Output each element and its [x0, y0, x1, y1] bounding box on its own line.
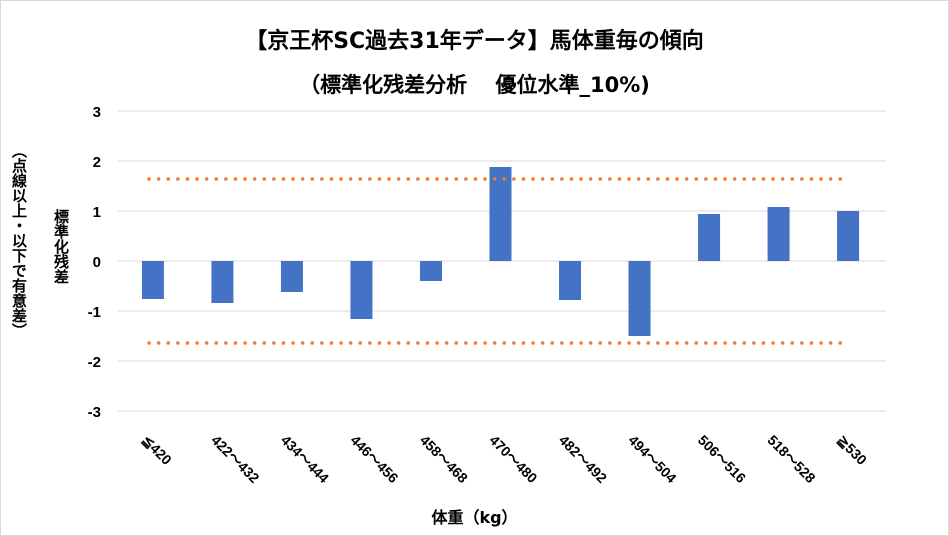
bar: [419, 261, 442, 281]
bar: [489, 167, 512, 261]
bar: [837, 211, 860, 261]
bar: [350, 261, 373, 319]
chart-subtitle: （標準化残差分析 優位水準_10%): [299, 73, 650, 97]
y-tick-label: 3: [93, 104, 101, 121]
y-tick-label: -3: [88, 404, 101, 421]
y-tick-label: -2: [88, 354, 101, 371]
x-tick-label: 422～432: [208, 432, 262, 486]
x-tick-label: ≧530: [834, 432, 870, 468]
x-tick-label: 470～480: [486, 432, 540, 486]
bar: [698, 214, 721, 261]
y-tick-label: 2: [93, 154, 101, 171]
y-axis-subtitle: （点線以上・以下で有意差）: [10, 143, 28, 338]
x-tick-label: 494～504: [625, 432, 679, 486]
x-tick-label: 446～456: [347, 432, 401, 486]
bar: [767, 207, 790, 261]
bar: [280, 261, 303, 292]
bar: [628, 261, 651, 336]
x-tick-label: 434～444: [278, 432, 332, 486]
x-tick-label: 482～492: [556, 432, 610, 486]
x-tick-label: 458～468: [417, 432, 471, 486]
y-tick-label: -1: [88, 304, 101, 321]
x-tick-label: 506～516: [695, 432, 749, 486]
bar: [211, 261, 234, 303]
bar: [141, 261, 164, 299]
x-tick-label: ≦420: [139, 432, 175, 468]
x-tick-label: 518～528: [764, 432, 818, 486]
chart-title: 【京王杯SC過去31年データ】馬体重毎の傾向: [245, 29, 704, 54]
y-tick-label: 1: [93, 204, 101, 221]
x-axis-title: 体重（kg）: [431, 508, 518, 527]
bar: [559, 261, 582, 300]
y-axis-title: 標準化残差: [52, 209, 70, 284]
y-tick-label: 0: [93, 254, 101, 271]
